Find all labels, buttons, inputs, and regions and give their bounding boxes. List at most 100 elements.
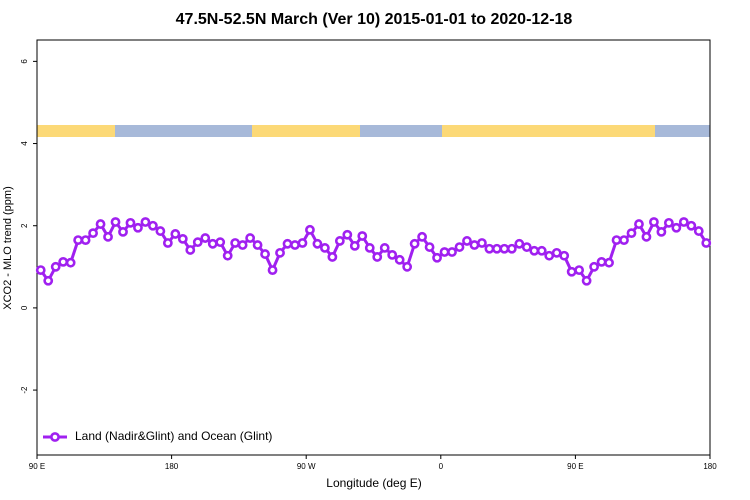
- data-point: [200, 233, 211, 243]
- data-point: [559, 250, 570, 261]
- data-point: [170, 229, 181, 239]
- data-point: [372, 252, 383, 262]
- data-point: [140, 217, 151, 227]
- data-point: [290, 240, 300, 250]
- data-point: [297, 238, 308, 248]
- data-point: [237, 240, 248, 250]
- data-point: [162, 238, 173, 248]
- data-point: [424, 242, 435, 252]
- data-point: [319, 243, 330, 253]
- data-point: [417, 231, 428, 242]
- data-point: [334, 236, 345, 246]
- data-point: [379, 243, 390, 253]
- data-point: [536, 245, 547, 256]
- data-point: [103, 231, 113, 242]
- data-point: [649, 217, 659, 227]
- x-tick-label: 180: [703, 462, 717, 471]
- data-point: [626, 228, 637, 239]
- x-tick-label: 0: [439, 462, 444, 471]
- data-point: [35, 265, 46, 275]
- data-point: [357, 231, 368, 241]
- data-point: [454, 242, 465, 252]
- data-point: [701, 238, 712, 248]
- x-tick-label: 90 W: [297, 462, 316, 471]
- data-point: [634, 219, 644, 229]
- data-point: [73, 235, 84, 246]
- data-point: [656, 226, 667, 237]
- data-point: [529, 245, 540, 256]
- data-point: [402, 261, 413, 272]
- data-point: [678, 217, 689, 227]
- data-point: [312, 238, 323, 249]
- data-point: [477, 238, 487, 248]
- data-point: [611, 235, 622, 246]
- data-point: [447, 247, 457, 257]
- data-point: [693, 226, 704, 236]
- data-point: [50, 261, 61, 272]
- data-point: [439, 247, 450, 257]
- data-point: [133, 222, 143, 233]
- data-point: [499, 243, 510, 254]
- data-point: [95, 219, 106, 229]
- data-point: [589, 261, 599, 272]
- data-point: [432, 252, 442, 263]
- data-point: [409, 238, 420, 249]
- data-point: [222, 250, 233, 261]
- y-tick-label: 4: [20, 141, 29, 146]
- data-point: [58, 256, 69, 267]
- data-point: [604, 257, 614, 268]
- data-point: [118, 226, 128, 237]
- data-point: [192, 237, 203, 248]
- data-point: [364, 243, 375, 253]
- x-tick-label: 180: [165, 462, 179, 471]
- legend-label: Land (Nadir&Glint) and Ocean (Glint): [75, 429, 272, 443]
- y-tick-label: 0: [20, 305, 29, 310]
- data-point: [551, 247, 562, 258]
- data-point: [544, 250, 555, 261]
- data-point: [521, 242, 532, 252]
- y-tick-label: 6: [20, 59, 29, 64]
- x-tick-label: 90 E: [567, 462, 583, 471]
- data-point: [566, 266, 577, 277]
- plot-frame: [36, 39, 711, 456]
- data-point: [596, 256, 607, 267]
- chart-title: 47.5N-52.5N March (Ver 10) 2015-01-01 to…: [176, 11, 573, 28]
- data-point: [252, 240, 263, 250]
- data-point: [491, 243, 502, 254]
- data-point: [148, 220, 158, 231]
- data-point: [177, 233, 188, 244]
- data-point: [387, 249, 398, 260]
- data-point: [230, 238, 241, 248]
- data-point: [349, 240, 360, 251]
- data-point: [267, 265, 278, 275]
- y-axis-label: XCO2 - MLO trend (ppm): [2, 186, 14, 309]
- data-point: [65, 257, 76, 268]
- data-point: [43, 275, 54, 286]
- surface-strip: [37, 125, 710, 137]
- x-axis-label: Longitude (deg E): [326, 476, 421, 490]
- data-point: [327, 252, 338, 262]
- data-point: [155, 226, 166, 236]
- data-point: [282, 238, 293, 249]
- data-point: [125, 217, 136, 228]
- data-point: [663, 217, 674, 228]
- data-point: [215, 237, 226, 248]
- data-point: [245, 233, 256, 243]
- data-point: [462, 236, 472, 246]
- data-point: [342, 229, 353, 240]
- data-point: [469, 240, 480, 250]
- data-point: [581, 275, 592, 286]
- legend-marker: [50, 432, 60, 442]
- data-point: [110, 217, 121, 227]
- data-point: [80, 235, 91, 246]
- data-point: [207, 238, 218, 249]
- data-point: [671, 222, 682, 233]
- data-point: [305, 224, 315, 235]
- y-tick-label: -2: [20, 386, 29, 394]
- data-point: [686, 220, 697, 231]
- x-tick-label: 90 E: [29, 462, 45, 471]
- data-point: [88, 228, 98, 239]
- data-point: [394, 254, 405, 265]
- data-point: [484, 243, 495, 254]
